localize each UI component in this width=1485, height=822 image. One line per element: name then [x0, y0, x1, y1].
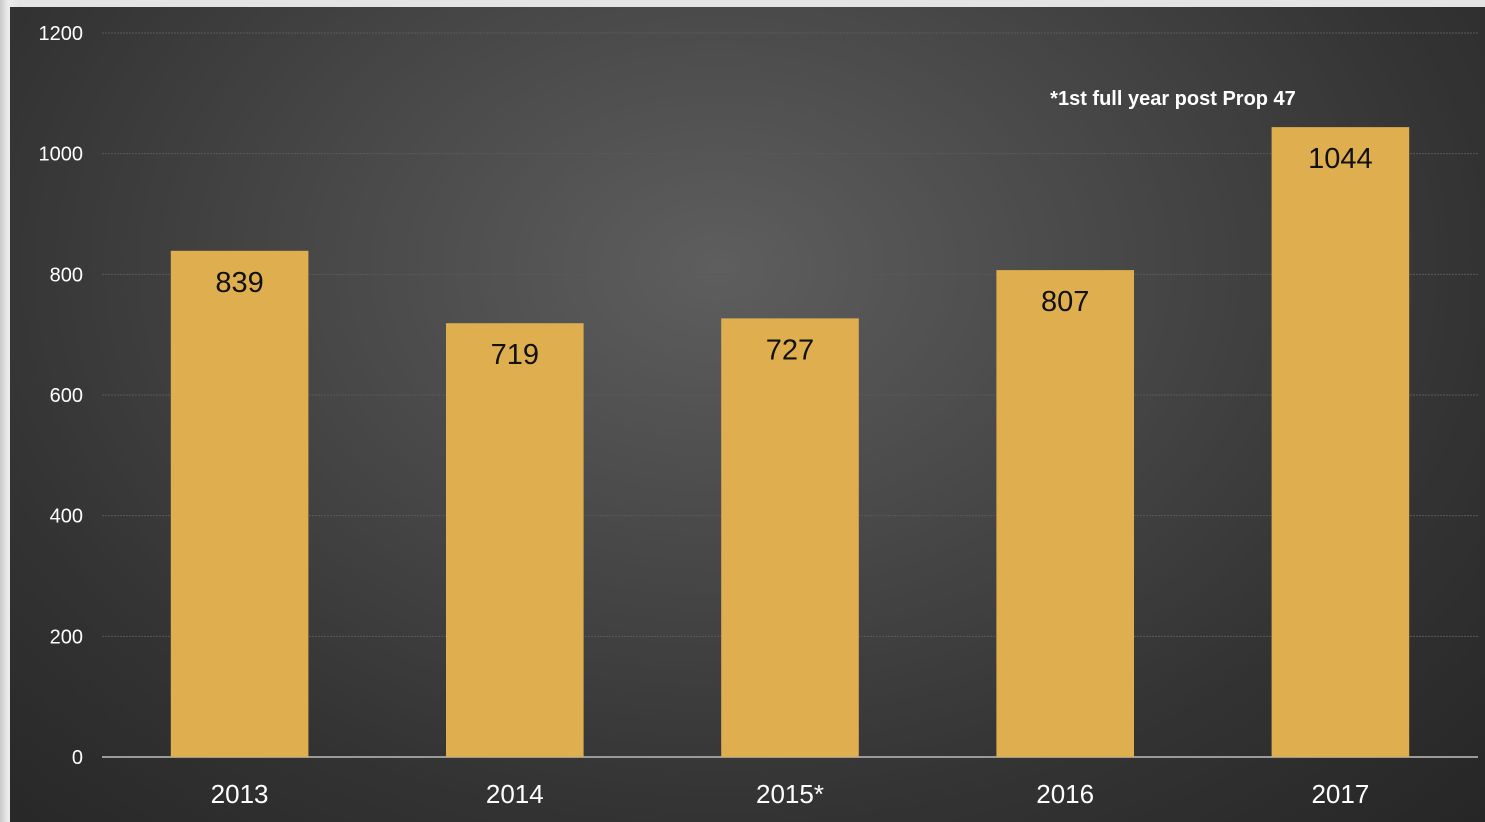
data-label: 1044	[1308, 143, 1373, 175]
y-tick-label: 1200	[39, 23, 84, 45]
data-label: 727	[766, 334, 814, 366]
x-tick-label: 2013	[211, 779, 269, 809]
chart-annotation: *1st full year post Prop 47	[1050, 88, 1296, 110]
x-tick-label: 2016	[1036, 779, 1094, 809]
bars: 839 719 727 807 1044	[170, 127, 1410, 758]
x-tick-label: 2014	[486, 779, 544, 809]
chart-panel: 0 200 400 600 800 1000 1200 839 719 727 807 1044 2…	[10, 7, 1485, 822]
bar-2015	[721, 318, 859, 757]
bar-2013	[170, 250, 309, 757]
y-tick-label: 600	[50, 385, 83, 407]
bar-2014	[446, 323, 584, 757]
bar-2016	[996, 270, 1134, 757]
y-tick-label: 200	[50, 626, 83, 648]
y-tick-label: 800	[50, 264, 83, 286]
bar-chart: 0 200 400 600 800 1000 1200 839 719 727 807 1044 2…	[39, 23, 1478, 809]
y-tick-label: 1000	[39, 144, 84, 166]
data-label: 807	[1041, 286, 1089, 318]
data-label: 719	[491, 339, 539, 371]
y-tick-label: 0	[72, 747, 83, 769]
x-axis: 2013 2014 2015* 2016 2017	[211, 779, 1370, 809]
x-tick-label: 2015*	[756, 779, 824, 809]
y-tick-label: 400	[50, 506, 83, 528]
x-tick-label: 2017	[1311, 779, 1369, 809]
bar-2017	[1271, 127, 1410, 758]
data-label: 839	[215, 267, 263, 299]
